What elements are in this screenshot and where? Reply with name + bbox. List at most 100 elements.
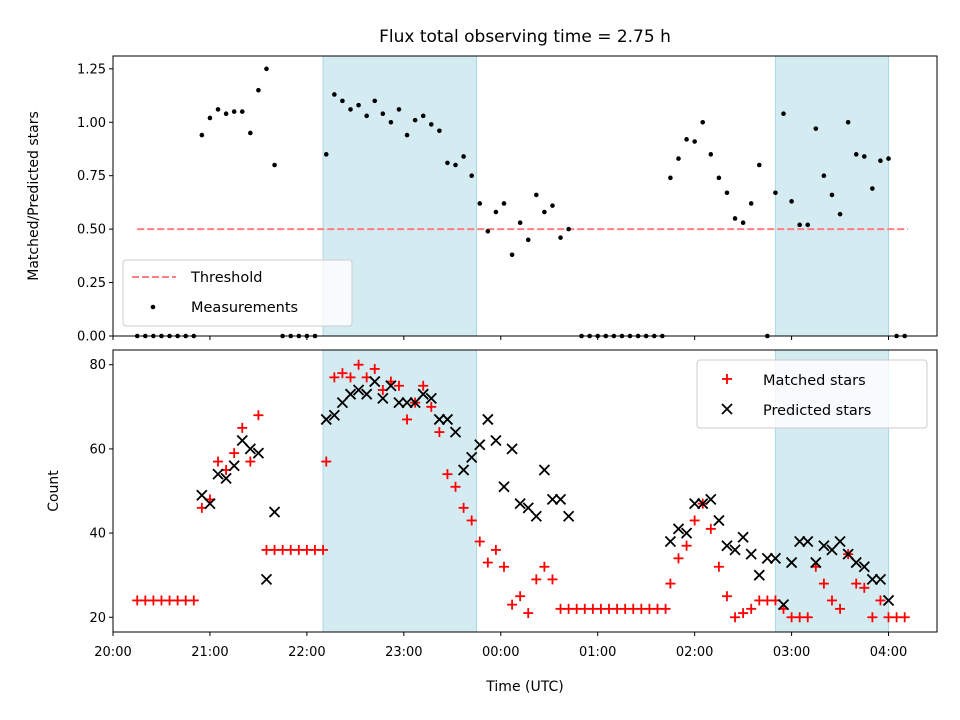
cross-stroke-b [441, 413, 454, 426]
cross-stroke-b [777, 599, 790, 611]
predicted-star-point [393, 396, 405, 409]
matched-star-point [418, 380, 429, 391]
cross-stroke-b [385, 380, 397, 392]
predicted-star-point [546, 493, 559, 506]
measurement-point [272, 162, 277, 168]
measurement-point [525, 237, 531, 243]
cross-stroke-b [546, 493, 559, 506]
measurement-point [684, 137, 689, 142]
x-tick-label: 04:00 [870, 645, 907, 660]
matched-star-point [229, 448, 240, 459]
y-tick-label: 20 [89, 611, 106, 626]
cross-stroke-b [721, 540, 733, 552]
cross-stroke-b [393, 396, 405, 409]
cross-stroke-b [401, 396, 413, 409]
matched-star-point [859, 582, 870, 593]
measurement-point [380, 111, 386, 117]
measurement-point [542, 209, 547, 215]
cross-stroke-b [352, 384, 365, 396]
matched-star-point [826, 595, 837, 606]
predicted-star-point [506, 443, 518, 455]
measurement-point [566, 226, 571, 232]
top-shaded-regions [322, 55, 890, 337]
predicted-star-point [204, 497, 216, 510]
measurement-point [340, 98, 345, 104]
measurement-point [356, 102, 361, 108]
measurement-point [264, 66, 269, 72]
measurement-point [813, 126, 819, 131]
measurement-point [477, 201, 483, 206]
predicted-star-point [753, 569, 765, 581]
matched-star-point [867, 612, 878, 623]
matched-star-point [245, 456, 256, 467]
measurement-point [461, 154, 466, 159]
predicted-star-point [721, 540, 733, 552]
measurement-point [445, 160, 450, 166]
predicted-star-point [858, 561, 870, 573]
matched-star-point [458, 502, 469, 513]
cross-stroke-b [498, 481, 510, 493]
predicted-star-point [328, 409, 340, 421]
predicted-star-point [385, 380, 397, 392]
matched-star-point [434, 427, 445, 438]
cross-stroke-b [680, 527, 693, 539]
x-axis-label: Time (UTC) [485, 679, 563, 695]
matched-star-point [730, 612, 741, 623]
predicted-star-point [466, 451, 478, 463]
legend-predicted-swatch [721, 403, 733, 415]
predicted-star-point [737, 531, 749, 543]
predicted-star-point [482, 413, 494, 426]
cross-stroke-b [562, 510, 575, 522]
x-tick-label: 02:00 [676, 645, 713, 660]
predicted-star-point [769, 552, 782, 564]
measurement-point [396, 107, 402, 112]
cross-stroke-b [449, 426, 462, 438]
matched-star-point [345, 372, 356, 383]
measurement-point [789, 199, 794, 204]
matched-star-point [713, 561, 724, 572]
predicted-star-point [530, 510, 542, 522]
cross-stroke-b [328, 409, 340, 421]
y-tick-label: 1.00 [77, 116, 106, 131]
matched-star-point [746, 603, 757, 614]
measurement-point [558, 235, 563, 240]
measurement-point [829, 192, 835, 198]
predicted-star-point [697, 497, 709, 510]
matched-star-point [738, 608, 749, 619]
measurement-point [550, 203, 555, 208]
y-tick-label: 40 [89, 527, 106, 542]
cross-stroke-b [554, 493, 567, 506]
cross-stroke-b [490, 434, 502, 447]
cross-stroke-b [377, 392, 389, 405]
predicted-star-point [802, 535, 814, 548]
measurement-point [332, 92, 337, 97]
predicted-star-point [874, 573, 887, 586]
x-tick-label: 01:00 [579, 645, 616, 660]
cross-stroke-b [713, 514, 725, 527]
legend-cross-marker [721, 403, 733, 415]
matched-star-point [523, 608, 534, 619]
cross-stroke-b [466, 451, 478, 463]
cross-stroke-b [344, 388, 357, 400]
cross-stroke-b [212, 468, 224, 480]
measurement-point [837, 211, 843, 217]
legend-measurement-swatch [150, 304, 156, 310]
cross-stroke-b [433, 413, 446, 426]
cross-stroke-b [745, 548, 757, 560]
predicted-star-point [850, 556, 862, 569]
predicted-star-point [320, 413, 332, 426]
measurement-point [453, 162, 458, 168]
y-tick-label: 1.25 [77, 62, 106, 77]
legend-matched-label: Matched stars [763, 373, 866, 389]
measurement-point [845, 119, 851, 125]
matched-star-point [337, 368, 348, 379]
cross-stroke-b [474, 439, 486, 451]
cross-stroke-b [236, 434, 248, 447]
measurement-point [372, 98, 378, 104]
cross-stroke-b [361, 388, 373, 400]
measurement-point [501, 201, 507, 206]
predicted-star-point [664, 535, 677, 548]
matched-star-point [188, 595, 199, 606]
measurement-point [215, 107, 221, 112]
